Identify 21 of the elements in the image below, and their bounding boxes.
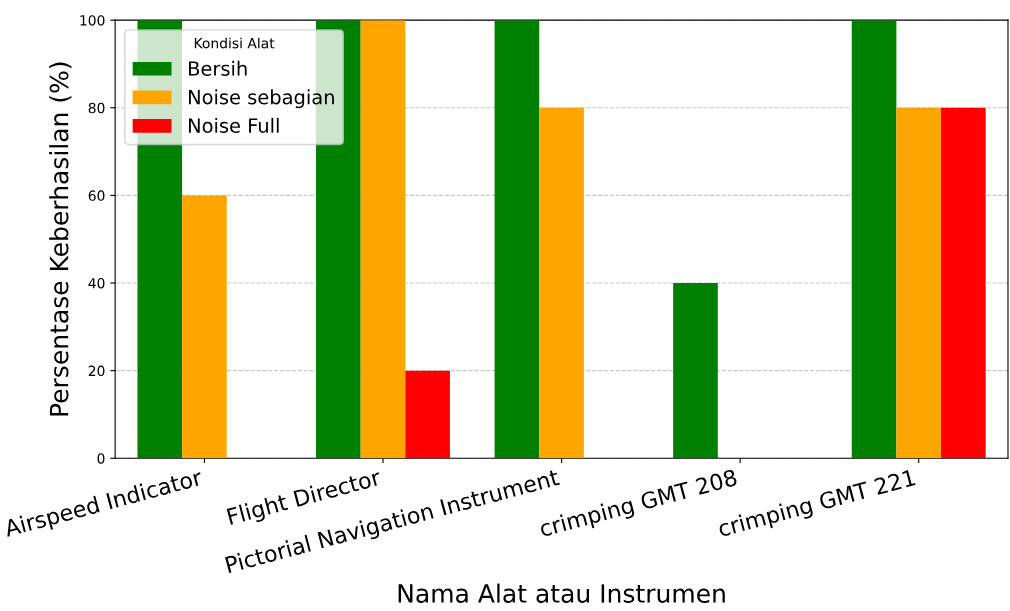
legend-label: Bersih (188, 60, 247, 76)
bar (941, 107, 986, 459)
bar (494, 20, 540, 459)
y-tick-label: 20 (88, 365, 105, 377)
y-tick-label: 40 (88, 277, 105, 289)
bar (182, 195, 227, 459)
y-tick-label: 100 (80, 15, 105, 26)
bar (360, 20, 406, 459)
y-tick-label: 0 (97, 453, 105, 464)
bar (896, 107, 942, 459)
bar (673, 283, 718, 459)
legend-label: Noise Full (188, 117, 279, 133)
bar (405, 370, 450, 459)
x-axis-title: Nama Alat atau Instrumen (398, 583, 725, 603)
y-axis-title: Persentase Keberhasilan (%) (49, 62, 72, 416)
bar (539, 107, 584, 459)
legend-title: Kondisi Alat (194, 37, 275, 49)
bar (851, 20, 897, 459)
y-tick-label: 60 (88, 190, 105, 201)
legend-label: Noise sebagian (188, 89, 334, 109)
y-tick-label: 80 (88, 102, 105, 114)
